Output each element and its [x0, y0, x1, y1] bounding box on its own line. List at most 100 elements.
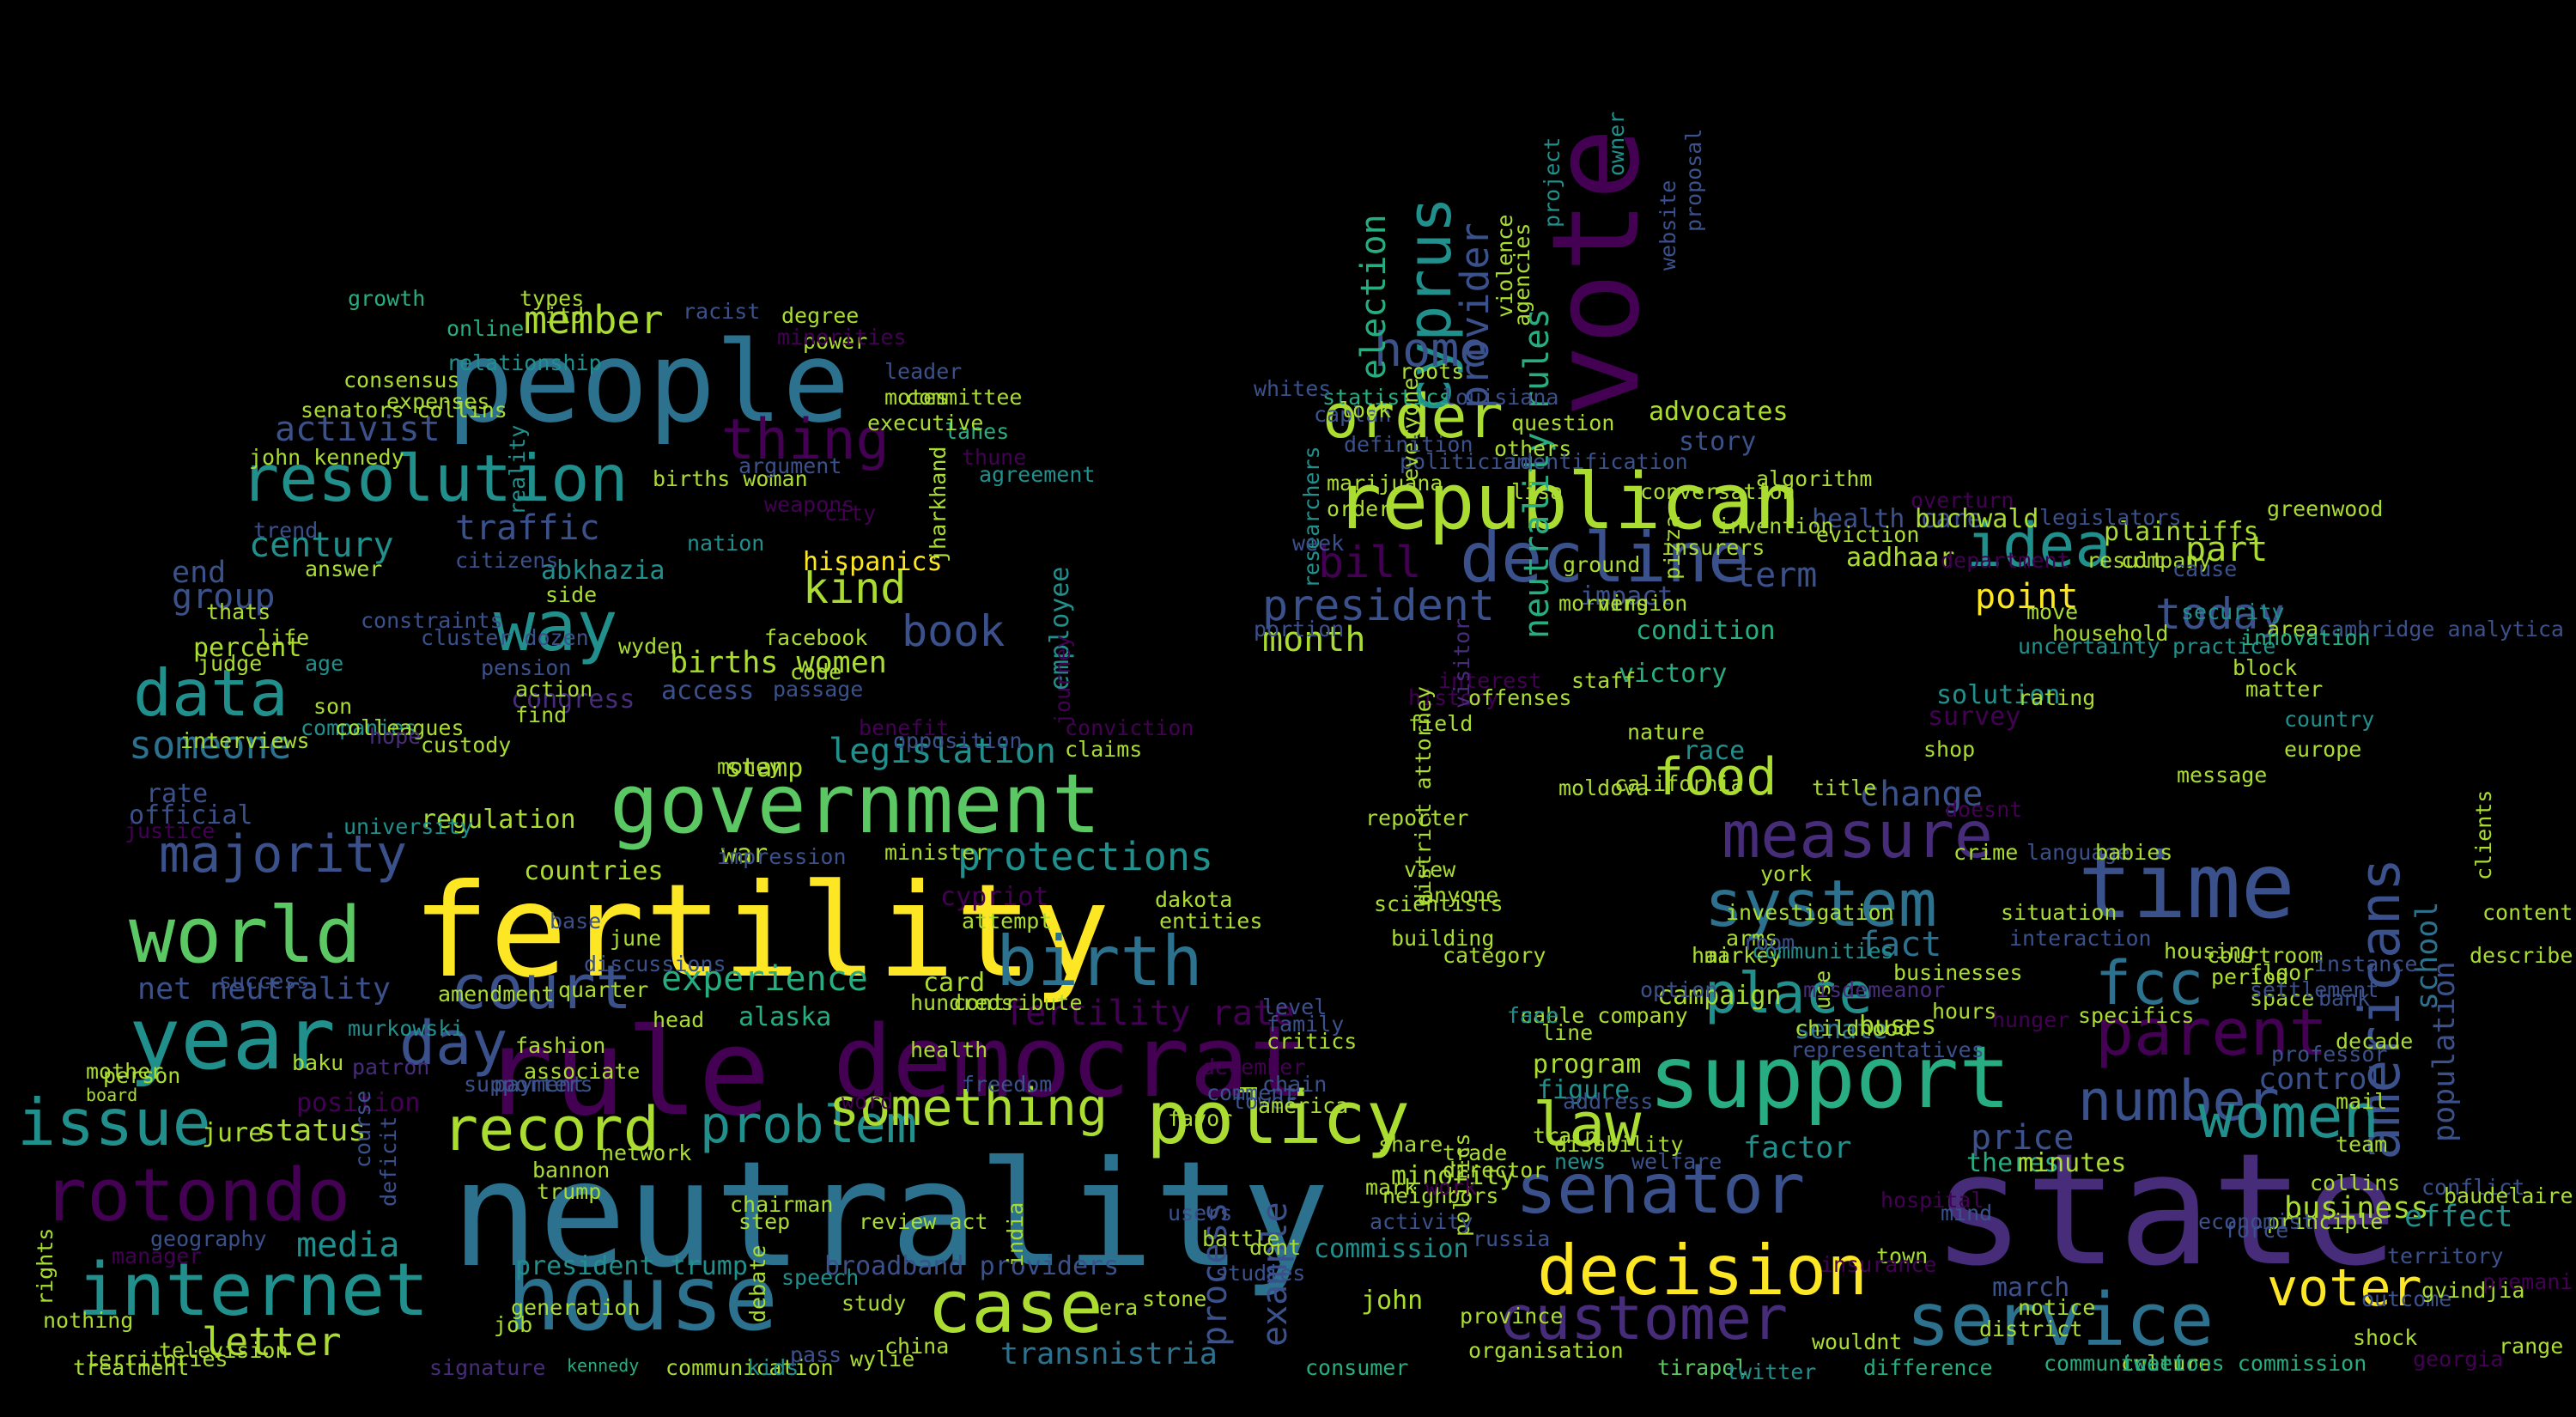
word-california: california: [1614, 771, 1744, 796]
word-step: step: [738, 1209, 791, 1234]
word-election: election: [1354, 214, 1394, 380]
word-kind: kind: [803, 563, 907, 613]
word-owner: owner: [1604, 111, 1629, 176]
word-nothing: nothing: [43, 1308, 134, 1333]
word-share: share: [1378, 1132, 1443, 1157]
word-associate: associate: [524, 1059, 641, 1084]
word-control: control: [2258, 1062, 2385, 1097]
word-geography: geography: [150, 1226, 267, 1251]
word-jharkhand: jharkhand: [926, 446, 951, 563]
word-organisation: organisation: [1468, 1338, 1624, 1363]
word-trade: trade: [1443, 1140, 1508, 1165]
word-twitter: twitter: [1726, 1359, 1817, 1384]
word-option: option: [1640, 977, 1718, 1002]
word-territory: territory: [2387, 1244, 2504, 1268]
word-cluster-dozen: cluster dozen: [421, 625, 589, 650]
word-building: building: [1391, 926, 1495, 951]
word-hours: hours: [1932, 999, 1997, 1024]
word-commission: commission: [1314, 1234, 1469, 1264]
word-arms: arms: [1726, 926, 1778, 951]
word-culture: culture: [2121, 1351, 2212, 1376]
word-percent: percent: [193, 633, 302, 663]
word-baudelaire: baudelaire: [2444, 1183, 2573, 1208]
word-cypriot: cypriot: [940, 882, 1049, 912]
word-era: era: [1099, 1295, 1139, 1320]
word-activist: activist: [275, 410, 440, 449]
word-hospital: hospital: [1880, 1188, 1984, 1213]
word-director: director: [1443, 1158, 1546, 1183]
word-story: story: [1679, 427, 1757, 457]
word-internet: internet: [77, 1248, 429, 1333]
word-itd: itd: [545, 303, 585, 328]
word-solution: solution: [1936, 680, 2061, 710]
word-judge: judge: [197, 651, 263, 676]
word-part: part: [2185, 530, 2269, 569]
word-pension: pension: [481, 655, 572, 680]
word-trump: trump: [537, 1179, 602, 1204]
word-fertility: fertility: [412, 857, 1110, 1006]
word-mind: mind: [1941, 1201, 1993, 1225]
word-block: block: [2233, 655, 2298, 680]
word-conversation: conversation: [1640, 479, 1795, 504]
word-disability: disability: [1554, 1132, 1684, 1157]
word-version: version: [1597, 591, 1688, 616]
word-investigation: investigation: [1726, 900, 1894, 925]
word-notice: notice: [2018, 1295, 2096, 1320]
word-case: case: [927, 1265, 1103, 1350]
word-action: action: [515, 677, 593, 702]
word-war: war: [721, 839, 769, 869]
word-traffic: traffic: [455, 508, 600, 548]
word-access: access: [661, 676, 755, 706]
word-speech: speech: [781, 1265, 860, 1290]
word-race: race: [1683, 736, 1746, 766]
word-television: television: [159, 1338, 289, 1363]
word-plaintiffs: plaintiffs: [2104, 517, 2259, 547]
word-news: news: [1554, 1149, 1607, 1174]
word-mail: mail: [2336, 1089, 2388, 1114]
word-fcc: fcc: [2095, 948, 2204, 1019]
word-nature: nature: [1627, 720, 1705, 745]
word-stamp: stamp: [726, 753, 804, 783]
word-misdemeanor: misdemeanor: [1803, 977, 1946, 1002]
word-claims: claims: [1065, 737, 1143, 762]
word-policy: policy: [1146, 1076, 1411, 1161]
word-constraints: constraints: [361, 608, 503, 633]
word-courtroom: courtroom: [2207, 943, 2324, 968]
word-word: word: [841, 1089, 894, 1114]
word-births-women: births women: [670, 646, 887, 680]
word-algorithm: algorithm: [1756, 466, 1873, 491]
word-ground: ground: [1563, 552, 1641, 577]
word-growth: growth: [348, 286, 426, 311]
word-congress: congress: [511, 684, 635, 715]
word-battle: battle: [1202, 1226, 1280, 1251]
word-kids: kids: [747, 1355, 799, 1380]
word-age: age: [305, 651, 344, 676]
word-regulation: regulation: [421, 805, 576, 835]
word-everyone: everyone: [1398, 377, 1423, 481]
word-study: study: [841, 1291, 907, 1316]
word-term: term: [1735, 556, 1818, 595]
word-favor: favor: [1168, 1106, 1233, 1131]
word-aadhaar: aadhaar: [1846, 543, 1955, 573]
word-others: others: [1494, 436, 1572, 461]
word-train: train: [1533, 1123, 1598, 1148]
word-position: position: [296, 1088, 421, 1118]
word-son: son: [313, 694, 353, 719]
word-health-care: health care: [1812, 504, 1983, 534]
word-citizens: citizens: [455, 548, 559, 573]
word-birth: birth: [996, 921, 1203, 1001]
word-contribute: contribute: [953, 990, 1083, 1015]
word-change: change: [1859, 775, 1984, 814]
word-customer: customer: [1498, 1283, 1789, 1353]
word-housing: housing: [2164, 939, 2255, 964]
word-signature: signature: [429, 1355, 546, 1380]
word-minutes: minutes: [2018, 1148, 2127, 1178]
word-manager: manager: [112, 1244, 203, 1268]
word-country: country: [2284, 707, 2375, 732]
word-dont: dont: [1249, 1235, 1302, 1260]
word-broadband-providers: broadband providers: [824, 1251, 1120, 1281]
word-pass: pass: [790, 1342, 842, 1367]
word-line: line: [1541, 1020, 1594, 1045]
word-majority: majority: [159, 824, 407, 885]
word-year: year: [129, 988, 336, 1089]
